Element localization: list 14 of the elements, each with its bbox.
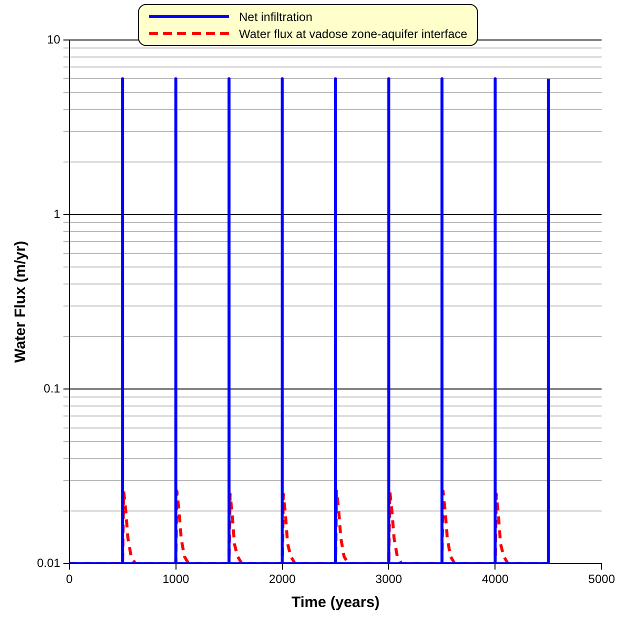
x-tick-label: 3000 xyxy=(375,572,402,586)
y-tick-label: 1 xyxy=(54,206,61,221)
legend-label: Net infiltration xyxy=(239,10,312,24)
y-tick-label: 10 xyxy=(46,32,61,46)
x-tick-label: 1000 xyxy=(162,572,190,586)
y-axis-title: Water Flux (m/yr) xyxy=(12,240,30,363)
x-tick-label: 4000 xyxy=(482,572,509,586)
y-tick-label: 0.1 xyxy=(44,381,61,396)
x-tick-label: 0 xyxy=(66,572,74,586)
legend-label: Water flux at vadose zone-aquifer interface xyxy=(239,26,468,40)
x-axis-title: Time (years) xyxy=(291,594,380,612)
x-tick-label: 5000 xyxy=(588,572,616,586)
y-tick-label: 0.01 xyxy=(36,556,61,570)
x-tick-label: 2000 xyxy=(268,572,296,586)
